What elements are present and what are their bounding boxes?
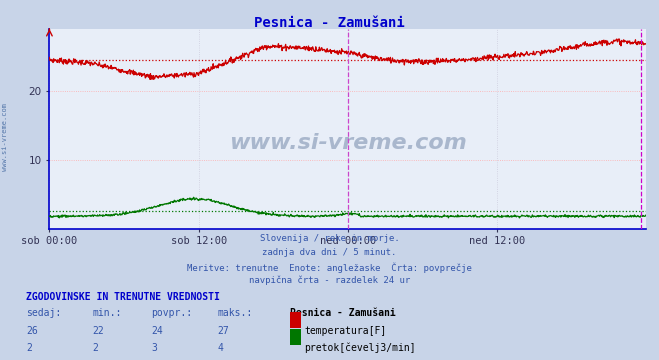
Text: Pesnica - Zamušani: Pesnica - Zamušani [254,16,405,30]
Text: navpična črta - razdelek 24 ur: navpična črta - razdelek 24 ur [249,275,410,285]
Text: www.si-vreme.com: www.si-vreme.com [229,133,467,153]
Text: pretok[čevelj3/min]: pretok[čevelj3/min] [304,343,416,353]
Text: 22: 22 [92,326,104,336]
Text: Pesnica - Zamušani: Pesnica - Zamušani [290,308,395,318]
Text: 27: 27 [217,326,229,336]
Text: 24: 24 [152,326,163,336]
Text: 2: 2 [26,343,32,353]
Text: povpr.:: povpr.: [152,308,192,318]
Text: 4: 4 [217,343,223,353]
Text: sedaj:: sedaj: [26,308,61,318]
Text: maks.:: maks.: [217,308,252,318]
Text: Slovenija / reke in morje.: Slovenija / reke in morje. [260,234,399,243]
Text: temperatura[F]: temperatura[F] [304,326,387,336]
Text: 2: 2 [92,343,98,353]
Text: ZGODOVINSKE IN TRENUTNE VREDNOSTI: ZGODOVINSKE IN TRENUTNE VREDNOSTI [26,292,220,302]
Text: min.:: min.: [92,308,122,318]
Text: 26: 26 [26,326,38,336]
Text: Meritve: trenutne  Enote: angležaske  Črta: povprečje: Meritve: trenutne Enote: angležaske Črta… [187,263,472,273]
Text: www.si-vreme.com: www.si-vreme.com [2,103,9,171]
Text: 3: 3 [152,343,158,353]
Text: zadnja dva dni / 5 minut.: zadnja dva dni / 5 minut. [262,248,397,257]
